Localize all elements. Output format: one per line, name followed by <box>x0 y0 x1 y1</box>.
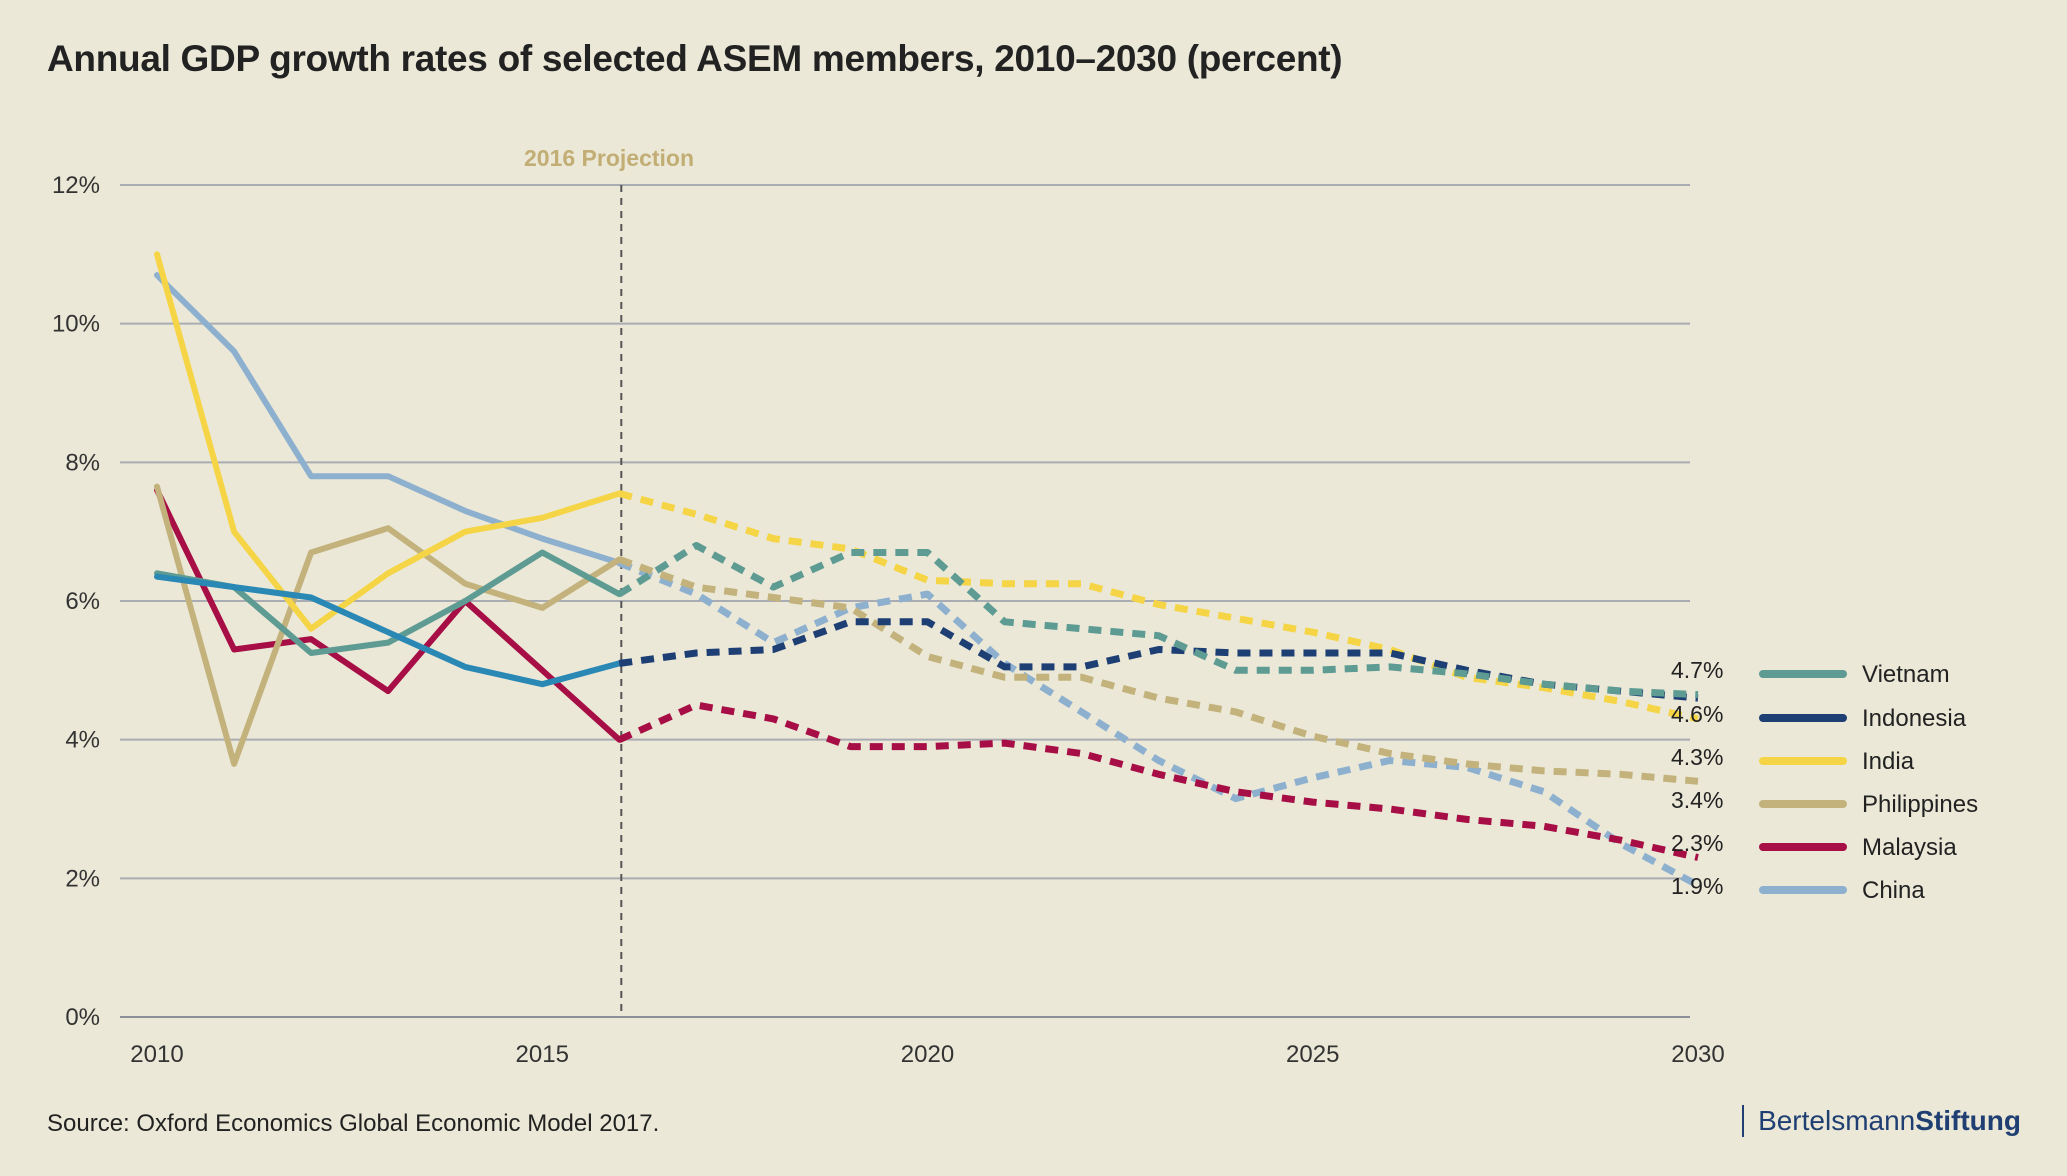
end-value-labels: 4.7% 4.6% 4.3% 3.4% 2.3% 1.9% <box>1671 657 1723 899</box>
x-tick-label: 2025 <box>1286 1041 1339 1068</box>
series-line-vietnam-projection <box>617 542 1699 699</box>
y-tick-label: 2% <box>65 865 100 892</box>
series-line-china-projection <box>617 559 1700 889</box>
projection-label: 2016 Projection <box>524 145 694 171</box>
x-axis-ticks: 2010 2015 2020 2025 2030 <box>130 1041 1724 1068</box>
series-line-china-actual <box>154 272 623 566</box>
grid-lines <box>120 184 1690 1018</box>
end-label-china: 1.9% <box>1671 873 1723 899</box>
series-line-india-actual <box>154 251 623 632</box>
end-label-malaysia: 2.3% <box>1671 830 1723 856</box>
legend-label-indonesia: Indonesia <box>1862 705 1967 732</box>
y-tick-label: 0% <box>65 1004 100 1031</box>
legend: Vietnam Indonesia India Philippines Malaysia… <box>1759 661 1978 904</box>
projection-marker: 2016 Projection <box>524 145 694 1017</box>
series-lines <box>154 251 1700 889</box>
series-line-malaysia-projection <box>617 701 1699 861</box>
x-tick-label: 2030 <box>1671 1041 1724 1068</box>
series-line-indonesia-projection <box>618 618 1699 702</box>
brand-name-part2: Stiftung <box>1915 1105 2021 1136</box>
end-label-philippines: 3.4% <box>1671 787 1723 813</box>
legend-label-china: China <box>1862 877 1925 904</box>
legend-label-malaysia: Malaysia <box>1862 834 1957 861</box>
brand-logo: BertelsmannStiftung <box>1742 1105 2021 1137</box>
x-tick-label: 2015 <box>516 1041 569 1068</box>
end-label-india: 4.3% <box>1671 744 1723 770</box>
chart-title: Annual GDP growth rates of selected ASEM… <box>47 38 1343 79</box>
series-line-philippines-projection <box>618 556 1699 785</box>
series-line-india-projection <box>618 490 1699 723</box>
end-label-vietnam: 4.7% <box>1671 657 1723 683</box>
y-axis-ticks: 0% 2% 4% 6% 8% 10% 12% <box>52 172 100 1031</box>
source-note: Source: Oxford Economics Global Economic… <box>47 1110 660 1137</box>
brand-name-part1: Bertelsmann <box>1758 1105 1916 1136</box>
x-tick-label: 2010 <box>130 1041 183 1068</box>
y-tick-label: 12% <box>52 172 100 199</box>
y-tick-label: 4% <box>65 727 100 754</box>
end-label-indonesia: 4.6% <box>1671 701 1723 727</box>
legend-label-india: India <box>1862 748 1915 775</box>
y-tick-label: 10% <box>52 311 100 338</box>
series-line-extra <box>154 573 623 688</box>
y-tick-label: 8% <box>65 449 100 476</box>
y-tick-label: 6% <box>65 588 100 615</box>
x-tick-label: 2020 <box>901 1041 954 1068</box>
series-line-philippines-actual <box>154 483 623 767</box>
legend-label-philippines: Philippines <box>1862 791 1978 818</box>
series-line-malaysia-actual <box>154 487 623 743</box>
legend-label-vietnam: Vietnam <box>1862 661 1950 688</box>
